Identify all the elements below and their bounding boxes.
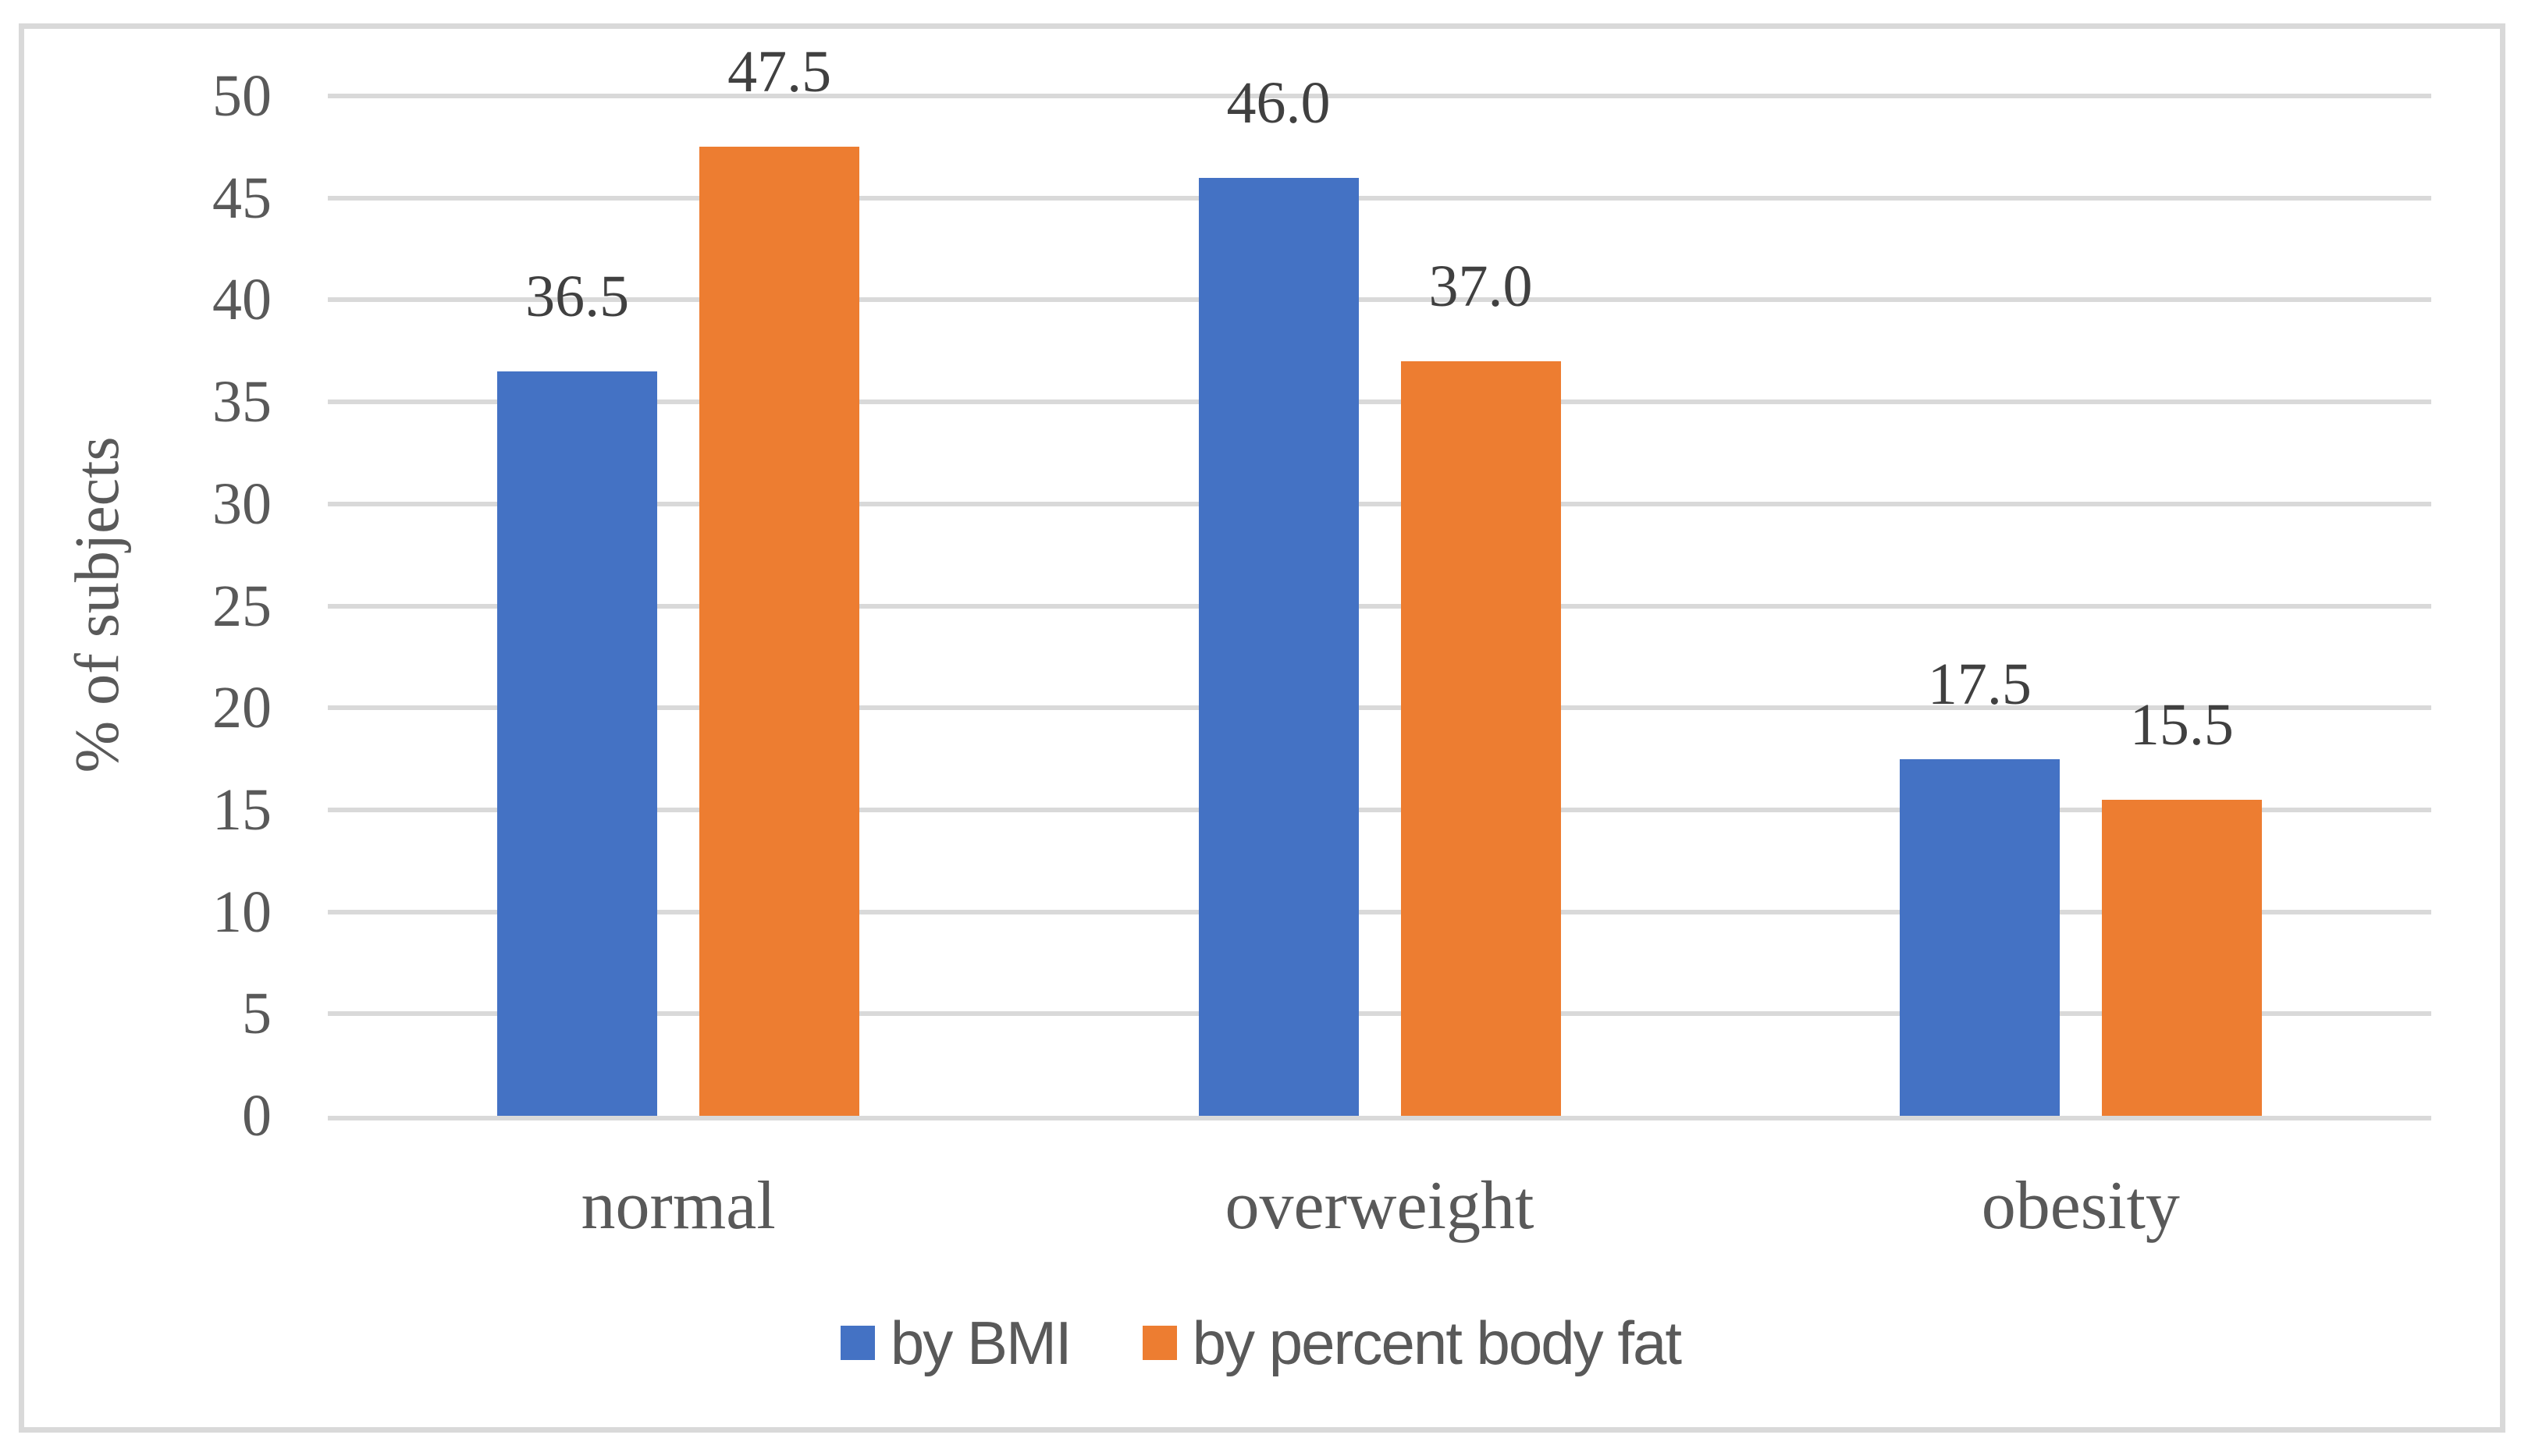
gridline-y-20 bbox=[328, 705, 2431, 711]
y-tick-label-10: 10 bbox=[212, 879, 272, 945]
bar-value-label: 17.5 bbox=[1927, 651, 2032, 717]
bar-value-label: 37.0 bbox=[1428, 253, 1533, 319]
bar-overweight-by-BMI: 46.0 bbox=[1198, 73, 1359, 1116]
bar-value-label: 46.0 bbox=[1226, 69, 1331, 136]
figure-border bbox=[19, 23, 2505, 1433]
y-tick-label-5: 5 bbox=[242, 981, 272, 1047]
legend-item-by-percent-body-fat: by percent body fat bbox=[1142, 1309, 1682, 1377]
legend: by BMI by percent body fat bbox=[0, 1312, 2521, 1373]
y-tick-label-50: 50 bbox=[212, 63, 272, 129]
y-tick-label-15: 15 bbox=[212, 776, 272, 843]
y-tick-label-0: 0 bbox=[242, 1083, 272, 1149]
bar-overweight-by-percent-body-fat: 37.0 bbox=[1400, 257, 1561, 1116]
bar-value-label: 36.5 bbox=[525, 263, 630, 329]
legend-swatch-icon bbox=[1142, 1326, 1177, 1360]
gridline-y-15 bbox=[328, 807, 2431, 812]
gridline-y-25 bbox=[328, 603, 2431, 609]
gridline-y-40 bbox=[328, 297, 2431, 303]
bar-obesity-by-BMI: 17.5 bbox=[1899, 655, 2060, 1116]
bar-normal-by-percent-body-fat: 47.5 bbox=[699, 42, 860, 1116]
gridline-y-50 bbox=[328, 94, 2431, 98]
y-tick-label-30: 30 bbox=[212, 471, 272, 537]
bar-value-label: 15.5 bbox=[2129, 691, 2234, 758]
gridline-y-45 bbox=[328, 195, 2431, 201]
legend-swatch-icon bbox=[840, 1326, 875, 1360]
legend-label: by percent body fat bbox=[1192, 1309, 1682, 1377]
bar-normal-by-BMI: 36.5 bbox=[497, 267, 658, 1116]
y-tick-label-40: 40 bbox=[212, 267, 272, 333]
category-label-overweight: overweight bbox=[1225, 1168, 1534, 1244]
gridline-y-5 bbox=[328, 1011, 2431, 1017]
legend-label: by BMI bbox=[890, 1309, 1072, 1377]
legend-item-by-BMI: by BMI bbox=[840, 1309, 1072, 1377]
gridline-y-0 bbox=[328, 1116, 2431, 1120]
bar-value-label: 47.5 bbox=[727, 39, 832, 105]
category-label-normal: normal bbox=[581, 1168, 776, 1244]
category-label-obesity: obesity bbox=[1981, 1168, 2180, 1244]
gridline-y-30 bbox=[328, 501, 2431, 506]
gridline-y-10 bbox=[328, 909, 2431, 914]
bar-obesity-by-percent-body-fat: 15.5 bbox=[2101, 695, 2262, 1116]
gridline-y-35 bbox=[328, 400, 2431, 405]
y-tick-label-45: 45 bbox=[212, 165, 272, 231]
y-tick-label-25: 25 bbox=[212, 573, 272, 639]
y-tick-label-20: 20 bbox=[212, 675, 272, 741]
y-tick-label-35: 35 bbox=[212, 369, 272, 435]
